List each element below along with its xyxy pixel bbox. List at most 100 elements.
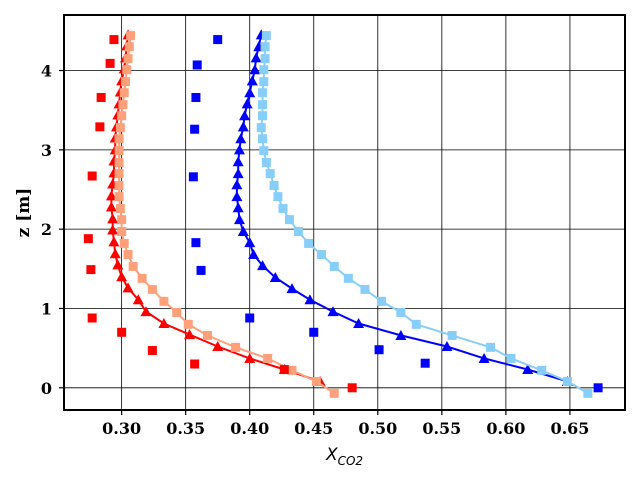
data-point	[105, 58, 115, 68]
data-point	[123, 250, 133, 260]
data-point	[278, 204, 288, 214]
data-point	[107, 213, 119, 224]
data-point	[260, 42, 270, 52]
data-point	[158, 318, 170, 329]
x-axis-label-subscript: CO2	[338, 454, 363, 468]
data-point	[237, 226, 249, 237]
data-point	[117, 327, 127, 337]
data-point	[114, 181, 124, 191]
data-point	[257, 260, 269, 271]
data-point	[122, 282, 134, 293]
data-point	[244, 352, 256, 363]
data-point	[147, 346, 157, 356]
data-point	[269, 272, 281, 283]
data-point	[196, 265, 206, 275]
data-point	[95, 122, 105, 132]
data-point	[188, 172, 198, 182]
data-point	[109, 35, 119, 45]
data-point	[395, 329, 407, 340]
data-point	[122, 65, 132, 75]
data-point	[562, 376, 572, 386]
data-point	[316, 250, 326, 260]
data-point	[190, 124, 200, 134]
data-point	[248, 249, 260, 260]
data-point	[237, 121, 249, 132]
data-point	[304, 294, 316, 305]
data-point	[191, 92, 201, 102]
data-point	[259, 65, 269, 75]
data-point	[273, 192, 283, 202]
data-point	[233, 144, 245, 155]
x-tick-label: 0.35	[166, 419, 205, 438]
data-point	[191, 238, 201, 248]
data-point	[244, 87, 256, 98]
data-point	[279, 365, 289, 375]
data-point	[284, 215, 294, 225]
data-point	[86, 265, 96, 275]
data-point	[374, 345, 384, 355]
data-point	[329, 261, 339, 271]
data-point	[232, 168, 244, 179]
data-point	[265, 169, 275, 179]
data-point	[114, 146, 124, 156]
data-point	[192, 60, 202, 70]
data-point	[239, 110, 251, 121]
data-point	[213, 35, 223, 45]
series-3	[256, 31, 593, 398]
data-point	[87, 171, 97, 181]
data-point	[241, 98, 253, 109]
grid-lines	[64, 15, 625, 410]
data-point	[96, 92, 106, 102]
data-point	[107, 224, 119, 235]
data-point	[212, 341, 224, 352]
data-point	[506, 353, 516, 363]
data-point	[246, 75, 258, 86]
data-point	[232, 202, 244, 213]
y-tick-label: 0	[41, 379, 52, 398]
data-point	[537, 365, 547, 375]
data-point	[583, 388, 593, 398]
data-point	[114, 192, 124, 202]
data-point	[343, 273, 353, 283]
data-point	[117, 215, 127, 225]
data-point	[478, 352, 490, 363]
data-point	[119, 238, 129, 248]
data-point	[117, 111, 127, 121]
data-point	[309, 327, 319, 337]
data-point	[105, 201, 117, 212]
data-point	[261, 31, 271, 41]
data-point	[184, 329, 196, 340]
data-point	[140, 306, 152, 317]
data-point	[147, 284, 157, 294]
x-tick-label: 0.60	[486, 419, 525, 438]
data-point	[244, 237, 256, 248]
x-tick-label: 0.55	[422, 419, 461, 438]
data-point	[377, 296, 387, 306]
data-point	[231, 342, 241, 352]
data-point	[116, 271, 128, 282]
data-point	[293, 227, 303, 237]
data-point	[411, 319, 421, 329]
y-tick-label: 2	[41, 220, 52, 239]
series-line	[110, 34, 321, 383]
data-point	[119, 88, 129, 98]
data-point	[261, 158, 271, 168]
series-line	[260, 35, 589, 395]
data-point	[115, 123, 125, 133]
data-point	[183, 319, 193, 329]
data-point	[396, 307, 406, 317]
data-point	[329, 388, 339, 398]
data-point	[120, 77, 130, 87]
series-2	[231, 29, 573, 386]
data-point	[232, 156, 244, 167]
data-point	[87, 313, 97, 323]
data-point	[360, 284, 370, 294]
axis-ticks: 0.30 0.35 0.40 0.45 0.50 0.55 0.60 0.65 0 1 2 3 4	[41, 62, 590, 438]
data-point	[231, 191, 243, 202]
data-series	[83, 29, 603, 398]
data-point	[347, 383, 357, 393]
data-point	[353, 318, 365, 329]
data-point	[259, 77, 269, 87]
data-point	[256, 123, 266, 133]
